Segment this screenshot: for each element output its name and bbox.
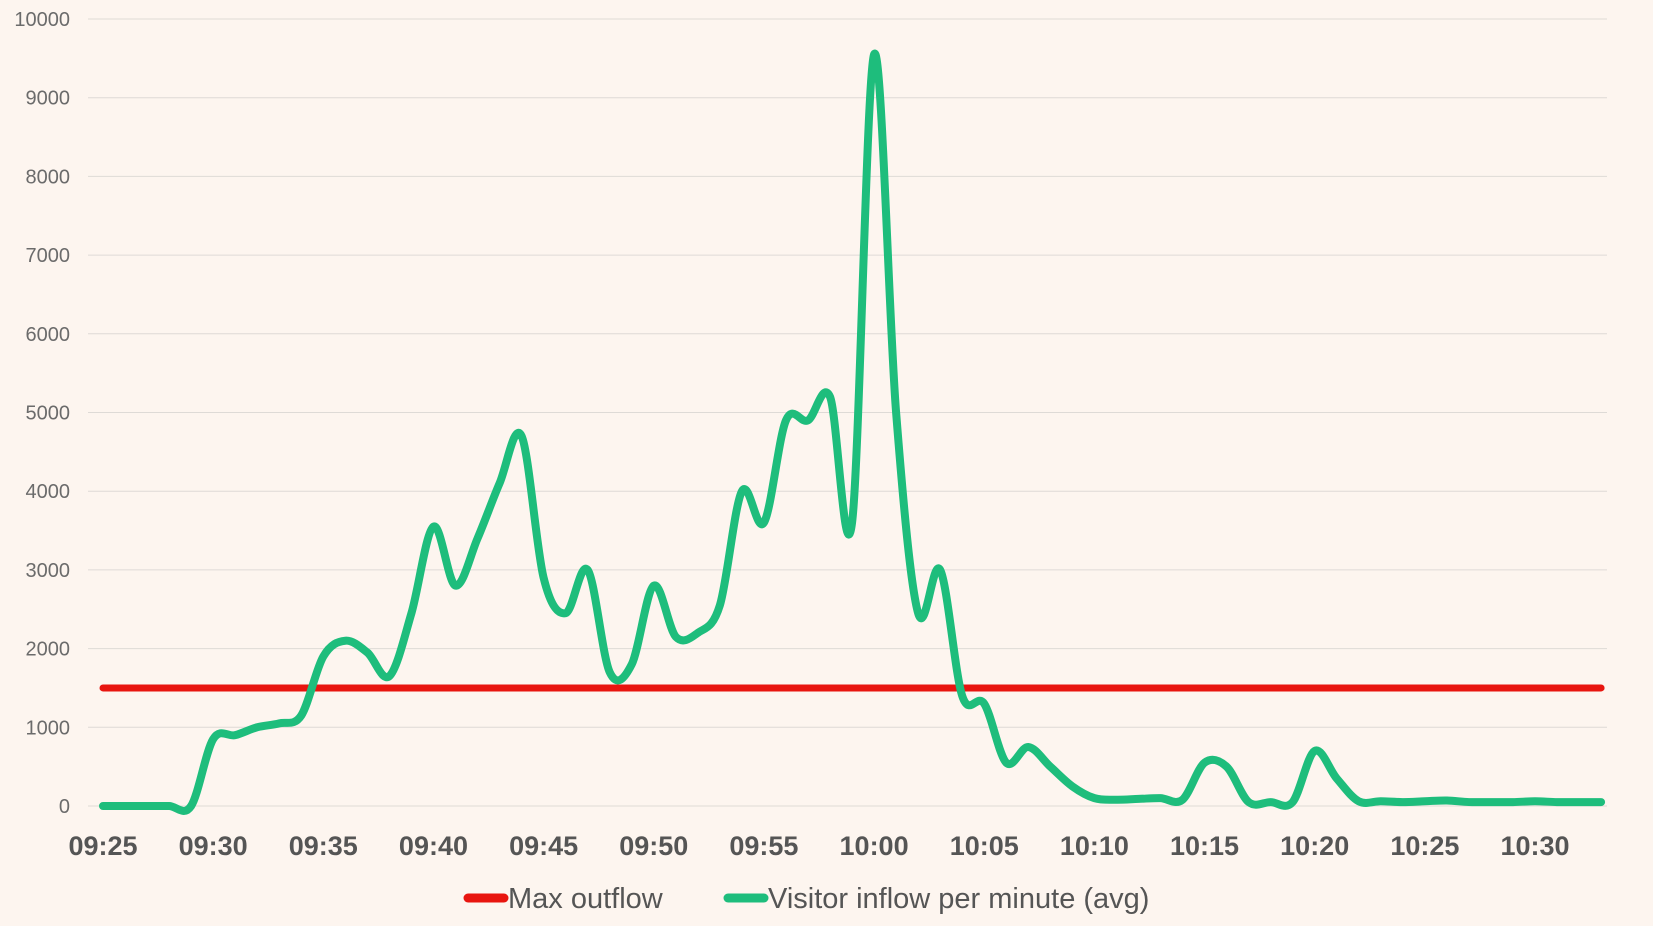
x-tick-label: 09:45: [509, 831, 578, 861]
x-axis: 09:25 09:30 09:35 09:40 09:45 09:50 09:55 10:00…: [68, 831, 1569, 861]
y-tick-label: 2000: [26, 639, 71, 661]
x-tick-label: 09:50: [619, 831, 688, 861]
y-tick-label: 6000: [26, 324, 71, 346]
x-tick-label: 10:05: [950, 831, 1019, 861]
legend-label: Max outflow: [508, 883, 664, 915]
y-tick-label: 3000: [26, 560, 71, 582]
x-tick-label: 10:25: [1390, 831, 1459, 861]
plot-area: [99, 49, 1606, 815]
x-tick-label: 09:25: [68, 831, 137, 861]
y-tick-label: 4000: [26, 481, 71, 503]
y-tick-label: 8000: [26, 166, 71, 188]
legend: Max outflow Visitor inflow per minute (av…: [463, 883, 1149, 915]
x-tick-label: 10:10: [1060, 831, 1129, 861]
x-tick-label: 09:55: [729, 831, 798, 861]
y-axis: 0 1000 2000 3000 4000 5000 6000 7000 8000 9000 100…: [14, 9, 70, 818]
y-tick-label: 9000: [26, 88, 71, 110]
y-tick-label: 10000: [14, 9, 70, 31]
x-tick-label: 10:15: [1170, 831, 1239, 861]
y-tick-label: 0: [59, 796, 70, 818]
x-tick-label: 10:00: [840, 831, 909, 861]
x-tick-label: 09:35: [289, 831, 358, 861]
y-tick-label: 5000: [26, 403, 71, 425]
series-line-visitor-inflow: [99, 49, 1606, 815]
x-tick-label: 10:30: [1500, 831, 1569, 861]
legend-label: Visitor inflow per minute (avg): [768, 883, 1149, 915]
x-tick-label: 09:30: [179, 831, 248, 861]
x-tick-label: 10:20: [1280, 831, 1349, 861]
gridlines: [88, 18, 1607, 807]
y-tick-label: 1000: [26, 717, 71, 739]
x-tick-label: 09:40: [399, 831, 468, 861]
y-tick-label: 7000: [26, 245, 71, 267]
